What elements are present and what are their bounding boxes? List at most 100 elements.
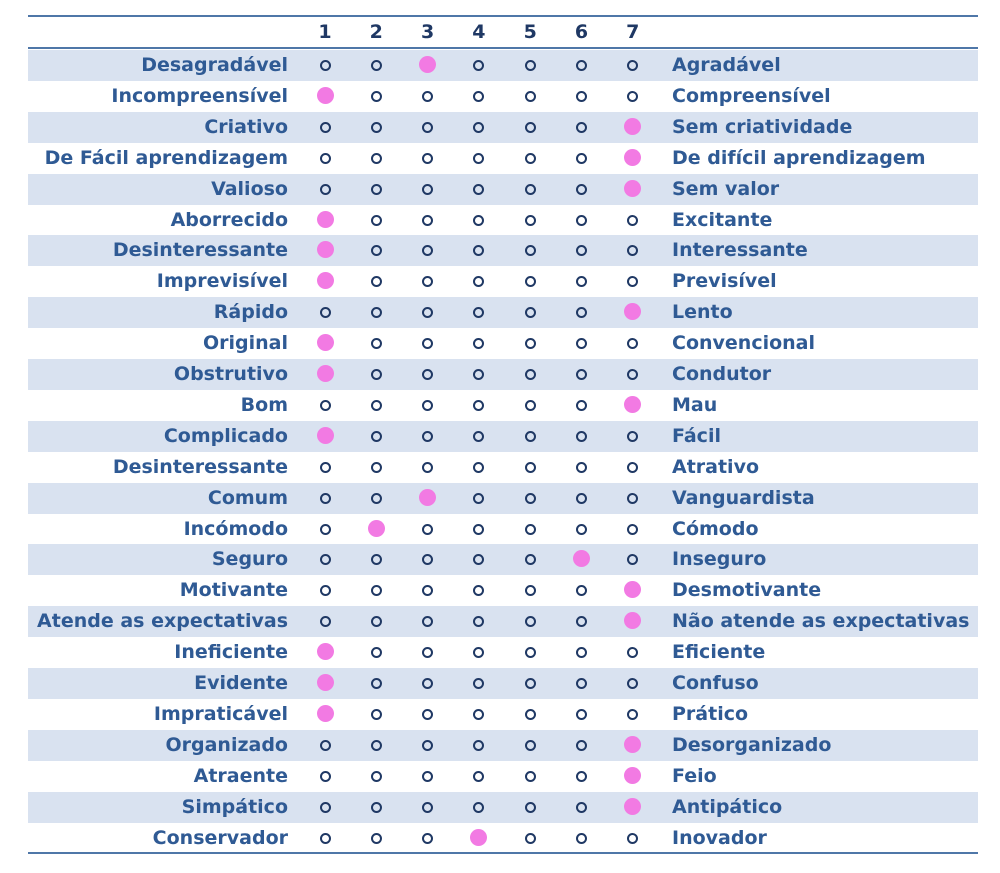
radio-option-5[interactable] <box>524 152 536 164</box>
radio-option-3[interactable] <box>422 430 434 442</box>
radio-option-3[interactable] <box>422 616 434 628</box>
radio-option-5[interactable] <box>524 307 536 319</box>
radio-option-5[interactable] <box>524 647 536 659</box>
radio-option-1[interactable] <box>319 585 331 597</box>
radio-option-2[interactable] <box>370 461 382 473</box>
radio-option-7[interactable] <box>627 338 639 350</box>
radio-option-3[interactable] <box>422 245 434 257</box>
radio-option-2[interactable] <box>370 801 382 813</box>
radio-option-1[interactable] <box>319 801 331 813</box>
radio-option-2[interactable] <box>370 90 382 102</box>
radio-option-3[interactable] <box>422 523 434 535</box>
radio-option-1[interactable] <box>319 554 331 566</box>
radio-option-1[interactable] <box>319 121 331 133</box>
radio-option-4[interactable] <box>473 90 485 102</box>
radio-option-6[interactable] <box>576 523 587 535</box>
radio-option-1[interactable] <box>319 770 331 782</box>
radio-option-3[interactable] <box>422 770 434 782</box>
radio-option-2[interactable] <box>370 245 382 257</box>
radio-option-5[interactable] <box>524 183 536 195</box>
radio-option-3[interactable] <box>422 801 434 813</box>
radio-option-5[interactable] <box>524 121 536 133</box>
radio-option-4[interactable] <box>473 121 485 133</box>
radio-option-2[interactable] <box>370 152 382 164</box>
radio-option-5[interactable] <box>524 739 536 751</box>
radio-option-4[interactable] <box>473 461 485 473</box>
radio-option-4[interactable] <box>473 492 485 504</box>
radio-option-2[interactable] <box>370 338 382 350</box>
radio-option-7[interactable] <box>627 430 639 442</box>
radio-option-7[interactable] <box>627 647 639 659</box>
radio-option-2[interactable] <box>370 60 382 71</box>
radio-option-1[interactable] <box>319 152 331 164</box>
radio-option-4[interactable] <box>473 338 485 350</box>
radio-option-5[interactable] <box>524 461 536 473</box>
radio-option-6[interactable] <box>576 770 587 782</box>
radio-option-4[interactable] <box>473 214 485 226</box>
radio-option-2[interactable] <box>370 585 382 597</box>
radio-option-6[interactable] <box>576 121 587 133</box>
radio-option-6[interactable] <box>576 369 587 380</box>
radio-option-4[interactable] <box>473 307 485 319</box>
radio-option-5[interactable] <box>524 90 536 102</box>
radio-option-1[interactable] <box>319 183 331 195</box>
radio-option-5[interactable] <box>524 708 536 720</box>
radio-option-2[interactable] <box>370 214 382 226</box>
radio-option-4[interactable] <box>473 152 485 164</box>
radio-option-3[interactable] <box>422 276 434 288</box>
radio-option-2[interactable] <box>370 708 382 720</box>
radio-option-4[interactable] <box>473 801 485 813</box>
radio-option-7[interactable] <box>627 461 639 473</box>
radio-option-3[interactable] <box>422 338 434 350</box>
radio-option-4[interactable] <box>473 245 485 257</box>
radio-option-6[interactable] <box>576 90 587 102</box>
radio-option-7[interactable] <box>627 90 639 102</box>
radio-option-6[interactable] <box>576 461 587 473</box>
radio-option-2[interactable] <box>370 307 382 319</box>
radio-option-3[interactable] <box>422 708 434 720</box>
radio-option-7[interactable] <box>627 60 639 71</box>
radio-option-6[interactable] <box>576 585 587 597</box>
radio-option-3[interactable] <box>422 214 434 226</box>
radio-option-6[interactable] <box>576 739 587 751</box>
radio-option-3[interactable] <box>422 183 434 195</box>
radio-option-5[interactable] <box>524 214 536 226</box>
radio-option-3[interactable] <box>422 647 434 659</box>
radio-option-5[interactable] <box>524 616 536 628</box>
radio-option-2[interactable] <box>370 430 382 442</box>
radio-option-3[interactable] <box>422 90 434 102</box>
radio-option-7[interactable] <box>627 678 639 689</box>
radio-option-2[interactable] <box>370 183 382 195</box>
radio-option-6[interactable] <box>576 678 587 689</box>
radio-option-1[interactable] <box>319 523 331 535</box>
radio-option-4[interactable] <box>473 183 485 195</box>
radio-option-5[interactable] <box>524 832 536 844</box>
radio-option-6[interactable] <box>576 183 587 195</box>
radio-option-1[interactable] <box>319 832 331 844</box>
radio-option-5[interactable] <box>524 678 536 689</box>
radio-option-5[interactable] <box>524 554 536 566</box>
radio-option-1[interactable] <box>319 461 331 473</box>
radio-option-7[interactable] <box>627 523 639 535</box>
radio-option-6[interactable] <box>576 430 587 442</box>
radio-option-4[interactable] <box>473 770 485 782</box>
radio-option-6[interactable] <box>576 60 587 71</box>
radio-option-5[interactable] <box>524 492 536 504</box>
radio-option-5[interactable] <box>524 585 536 597</box>
radio-option-7[interactable] <box>627 369 639 380</box>
radio-option-2[interactable] <box>370 121 382 133</box>
radio-option-5[interactable] <box>524 369 536 380</box>
radio-option-4[interactable] <box>473 616 485 628</box>
radio-option-1[interactable] <box>319 739 331 751</box>
radio-option-7[interactable] <box>627 554 639 566</box>
radio-option-4[interactable] <box>473 554 485 566</box>
radio-option-1[interactable] <box>319 60 331 71</box>
radio-option-3[interactable] <box>422 152 434 164</box>
radio-option-5[interactable] <box>524 430 536 442</box>
radio-option-4[interactable] <box>473 276 485 288</box>
radio-option-7[interactable] <box>627 276 639 288</box>
radio-option-3[interactable] <box>422 554 434 566</box>
radio-option-4[interactable] <box>473 430 485 442</box>
radio-option-6[interactable] <box>576 801 587 813</box>
radio-option-2[interactable] <box>370 399 382 411</box>
